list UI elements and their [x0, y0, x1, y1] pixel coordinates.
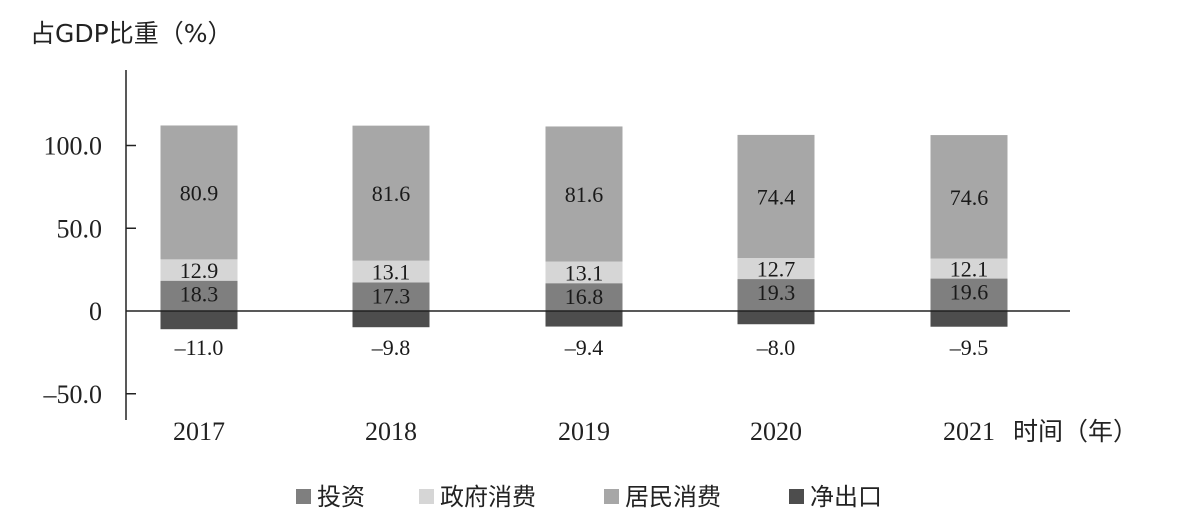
value-label: 17.3 — [372, 283, 411, 308]
value-label: 16.8 — [565, 284, 604, 309]
value-label: 80.9 — [180, 180, 219, 205]
bar-segment — [737, 279, 815, 311]
value-label: 18.3 — [180, 282, 219, 307]
x-tick-label: 2018 — [365, 417, 417, 446]
y-tick-label: 0 — [89, 297, 102, 326]
legend-label: 投资 — [317, 483, 365, 511]
x-axis-title: 时间（年） — [1013, 417, 1138, 446]
value-label: 19.3 — [757, 280, 796, 305]
bar-segment — [352, 125, 430, 261]
bar-segment — [352, 260, 430, 283]
value-label: –9.8 — [371, 335, 411, 360]
bar-segment-negative — [737, 311, 815, 325]
bar-segment — [160, 259, 238, 281]
bar-segment-negative — [930, 311, 1008, 327]
y-tick-label: 100.0 — [44, 132, 103, 161]
bar-segment — [545, 126, 623, 262]
x-tick-label: 2017 — [173, 417, 225, 446]
value-label: 19.6 — [950, 280, 989, 305]
bar-segment — [545, 283, 623, 311]
value-label: 12.7 — [757, 257, 796, 282]
bar-segment-negative — [352, 311, 430, 328]
value-label: –11.0 — [174, 335, 224, 360]
y-axis-title: 占GDP比重（%） — [30, 19, 232, 48]
x-tick-label: 2019 — [558, 417, 610, 446]
value-label: 81.6 — [565, 182, 604, 207]
bar-segment — [545, 261, 623, 284]
bar-segment — [930, 258, 1008, 279]
value-label: 12.9 — [180, 258, 219, 283]
legend-swatch — [789, 489, 804, 504]
value-label: –9.4 — [564, 335, 604, 360]
bar-segment — [160, 125, 238, 260]
value-label: –8.0 — [756, 335, 796, 360]
y-tick-label: –50.0 — [43, 380, 103, 409]
bar-segment — [737, 258, 815, 280]
x-tick-label: 2021 — [943, 417, 995, 446]
value-label: 13.1 — [565, 260, 604, 285]
value-label: 74.6 — [950, 185, 989, 210]
legend-label: 政府消费 — [440, 483, 536, 511]
value-label: 74.4 — [757, 184, 796, 209]
legend-label: 居民消费 — [625, 483, 721, 511]
legend-swatch — [604, 489, 619, 504]
bar-segment-negative — [545, 311, 623, 327]
bars — [160, 125, 1008, 330]
x-axis-ticks: 2017 2018 2019 2020 2021 — [173, 417, 995, 446]
legend: 投资 政府消费 居民消费 净出口 — [296, 483, 882, 511]
legend-swatch — [296, 489, 311, 504]
value-label: 13.1 — [372, 260, 411, 285]
bar-segment — [352, 282, 430, 311]
value-label: –9.5 — [949, 335, 989, 360]
value-label: 81.6 — [372, 181, 411, 206]
bar-segment — [737, 134, 815, 259]
bar-segment-negative — [160, 311, 238, 330]
bar-segment — [930, 278, 1008, 311]
x-tick-label: 2020 — [750, 417, 802, 446]
y-tick-label: 50.0 — [57, 214, 103, 243]
bar-segment — [160, 280, 238, 311]
value-label: 12.1 — [950, 257, 989, 282]
value-labels: 18.312.980.9–11.017.313.181.6–9.816.813.… — [174, 180, 989, 360]
legend-swatch — [419, 489, 434, 504]
legend-label: 净出口 — [810, 483, 882, 511]
bar-segment — [930, 135, 1008, 259]
y-axis-ticks: 100.0 50.0 0 –50.0 — [43, 132, 136, 409]
